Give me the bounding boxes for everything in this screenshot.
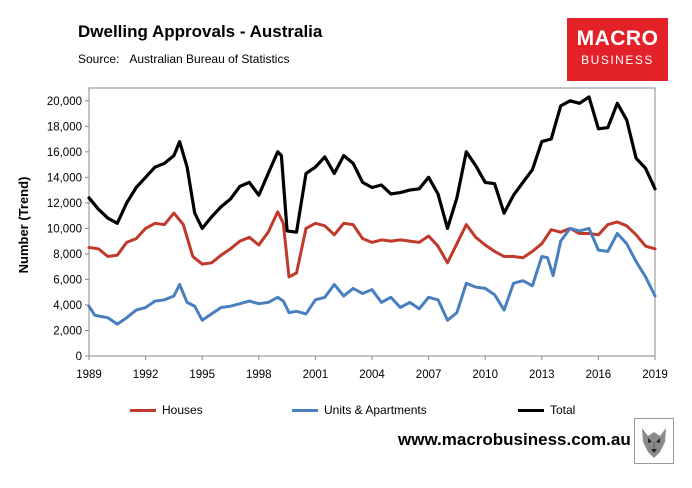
y-tick-label: 18,000 bbox=[47, 121, 82, 133]
units-series-line bbox=[87, 226, 657, 326]
source-value: Australian Bureau of Statistics bbox=[129, 52, 290, 66]
legend-label-total: Total bbox=[550, 403, 576, 417]
legend-item-units: Units & Apartments bbox=[292, 403, 427, 417]
y-tick-label: 2,000 bbox=[53, 325, 82, 337]
macrobusiness-logo: MACRO BUSINESS bbox=[567, 18, 668, 81]
y-tick-label: 6,000 bbox=[53, 274, 82, 286]
x-tick-label: 2007 bbox=[416, 369, 442, 381]
x-tick-label: 2010 bbox=[472, 369, 498, 381]
x-tick-label: 2001 bbox=[303, 369, 329, 381]
houses-series-line bbox=[87, 210, 657, 279]
y-tick-label: 12,000 bbox=[47, 198, 82, 210]
logo-line-1: MACRO bbox=[576, 27, 659, 50]
x-tick-label: 2004 bbox=[359, 369, 385, 381]
total-series-line bbox=[87, 95, 657, 234]
legend-swatch-total bbox=[518, 408, 544, 412]
y-tick-label: 14,000 bbox=[47, 172, 82, 184]
logo-line-2: BUSINESS bbox=[581, 53, 654, 67]
source-line: Source: Australian Bureau of Statistics bbox=[78, 52, 289, 66]
source-label: Source: bbox=[78, 52, 120, 66]
x-tick-label: 2013 bbox=[529, 369, 555, 381]
x-tick-label: 1992 bbox=[133, 369, 159, 381]
y-tick-label: 20,000 bbox=[47, 96, 82, 108]
x-tick-label: 1989 bbox=[76, 369, 102, 381]
y-tick-label: 10,000 bbox=[47, 223, 82, 235]
legend-label-houses: Houses bbox=[162, 403, 203, 417]
line-chart: 0 2,000 4,000 6,000 8,000 10,000 12,000 14,000 1… bbox=[16, 87, 668, 381]
legend-item-houses: Houses bbox=[130, 403, 203, 417]
y-tick-label: 0 bbox=[76, 351, 82, 363]
y-tick-label: 16,000 bbox=[47, 147, 82, 159]
x-tick-label: 2019 bbox=[642, 369, 668, 381]
legend-item-total: Total bbox=[518, 403, 575, 417]
wolf-mascot-icon bbox=[634, 418, 674, 464]
legend-swatch-units bbox=[292, 408, 318, 412]
y-tick-label: 4,000 bbox=[53, 300, 82, 312]
x-tick-label: 2016 bbox=[586, 369, 612, 381]
website-url: www.macrobusiness.com.au bbox=[398, 430, 631, 449]
chart-title: Dwelling Approvals - Australia bbox=[78, 22, 323, 41]
x-tick-label: 1995 bbox=[189, 369, 215, 381]
x-tick-label: 1998 bbox=[246, 369, 272, 381]
legend-swatch-houses bbox=[130, 408, 156, 412]
plot-frame bbox=[88, 87, 656, 357]
y-axis-label: Number (Trend) bbox=[16, 177, 31, 274]
legend-label-units: Units & Apartments bbox=[324, 403, 427, 417]
y-tick-label: 8,000 bbox=[53, 249, 82, 261]
